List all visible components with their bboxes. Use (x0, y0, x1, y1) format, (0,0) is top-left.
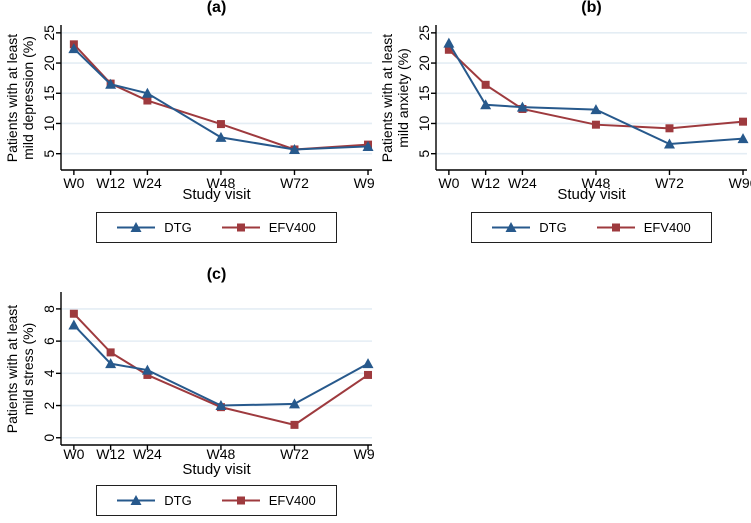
svg-text:W12: W12 (96, 446, 125, 462)
svg-text:W72: W72 (280, 175, 309, 191)
dtg-line-marker-icon (117, 495, 156, 505)
legend-label-efv400: EFV400 (268, 493, 316, 508)
chart-title: (b) (581, 0, 602, 16)
legend-entry-efv400: EFV400 (221, 220, 316, 235)
chart-title: (a) (206, 0, 227, 16)
svg-text:6: 6 (41, 337, 57, 345)
svg-text:20: 20 (41, 55, 57, 71)
svg-text:W0: W0 (63, 175, 84, 191)
svg-text:5: 5 (416, 150, 432, 158)
svg-text:W48: W48 (582, 175, 611, 191)
legend-entry-dtg: DTG (117, 220, 192, 235)
svg-text:W0: W0 (438, 175, 459, 191)
legend-box: DTG EFV400 (96, 485, 337, 516)
y-axis-label-line2: mild depression (%) (20, 36, 37, 160)
legend-label-dtg: DTG (164, 220, 192, 235)
svg-text:2: 2 (41, 401, 57, 409)
y-axis-label: Patients with at least mild anxiety (%) (379, 3, 413, 193)
efv400-line-marker-icon (596, 223, 635, 232)
legend-entry-dtg: DTG (492, 220, 567, 235)
svg-text:15: 15 (41, 85, 57, 101)
y-axis-label: Patients with at least mild stress (%) (4, 274, 38, 464)
legend-box: DTG EFV400 (96, 212, 337, 243)
y-axis-label-line1: Patients with at least (379, 33, 395, 163)
svg-text:W96: W96 (354, 446, 375, 462)
svg-text:W12: W12 (96, 175, 125, 191)
svg-text:W0: W0 (63, 446, 84, 462)
svg-text:10: 10 (416, 115, 432, 131)
svg-text:W24: W24 (133, 175, 162, 191)
dtg-line-marker-icon (117, 222, 156, 232)
x-axis-label: Study visit (182, 461, 251, 478)
svg-text:W24: W24 (133, 446, 162, 462)
legend-entry-efv400: EFV400 (221, 493, 316, 508)
legend-box: DTG EFV400 (471, 212, 712, 243)
svg-text:25: 25 (41, 25, 57, 41)
efv400-line-marker-icon (221, 496, 260, 505)
svg-text:10: 10 (41, 115, 57, 131)
efv400-line-marker-icon (221, 223, 260, 232)
dtg-line-marker-icon (492, 222, 531, 232)
legend-label-dtg: DTG (164, 493, 192, 508)
svg-text:W72: W72 (655, 175, 684, 191)
svg-text:20: 20 (416, 55, 432, 71)
svg-text:W96: W96 (729, 175, 751, 191)
y-axis-label-line1: Patients with at least (4, 304, 20, 434)
svg-text:25: 25 (416, 25, 432, 41)
legend: DTG EFV400 (436, 212, 747, 243)
y-axis-label-line2: mild anxiety (%) (395, 48, 412, 148)
legend: DTG EFV400 (61, 485, 372, 516)
chart-panel-c: 0 2 4 6 8 W0 W12 W24 W48 W72 W96 (c) Patients with… (0, 262, 375, 523)
legend: DTG EFV400 (61, 212, 372, 243)
legend-entry-dtg: DTG (117, 493, 192, 508)
y-axis-label: Patients with at least mild depression (… (4, 3, 38, 193)
plot-area: 5 10 15 20 25 W0 W12 W24 W48 W72 W96 (416, 25, 751, 191)
svg-text:W24: W24 (508, 175, 537, 191)
legend-label-efv400: EFV400 (268, 220, 316, 235)
plot-area: 0 2 4 6 8 W0 W12 W24 W48 W72 W96 (41, 292, 375, 462)
y-axis-label-line2: mild stress (%) (20, 322, 37, 416)
chart-panel-a: 5 10 15 20 25 W0 W12 W24 W48 W72 W96 (a) Patients … (0, 0, 375, 258)
svg-text:W96: W96 (354, 175, 375, 191)
chart-panel-b: 5 10 15 20 25 W0 W12 W24 W48 W72 W96 (b) Patients … (375, 0, 751, 258)
legend-label-dtg: DTG (539, 220, 567, 235)
svg-text:5: 5 (41, 150, 57, 158)
x-axis-label: Study visit (182, 186, 251, 203)
svg-text:W72: W72 (280, 446, 309, 462)
svg-text:0: 0 (41, 434, 57, 442)
svg-text:W12: W12 (471, 175, 500, 191)
svg-text:15: 15 (416, 85, 432, 101)
svg-text:W48: W48 (207, 446, 236, 462)
legend-label-efv400: EFV400 (643, 220, 691, 235)
svg-text:4: 4 (41, 369, 57, 377)
plot-area: 5 10 15 20 25 W0 W12 W24 W48 W72 W96 (41, 25, 375, 191)
legend-entry-efv400: EFV400 (596, 220, 691, 235)
y-axis-label-line1: Patients with at least (4, 33, 20, 163)
svg-text:8: 8 (41, 305, 57, 313)
chart-title: (c) (206, 266, 227, 283)
x-axis-label: Study visit (557, 186, 626, 203)
svg-text:W48: W48 (207, 175, 236, 191)
